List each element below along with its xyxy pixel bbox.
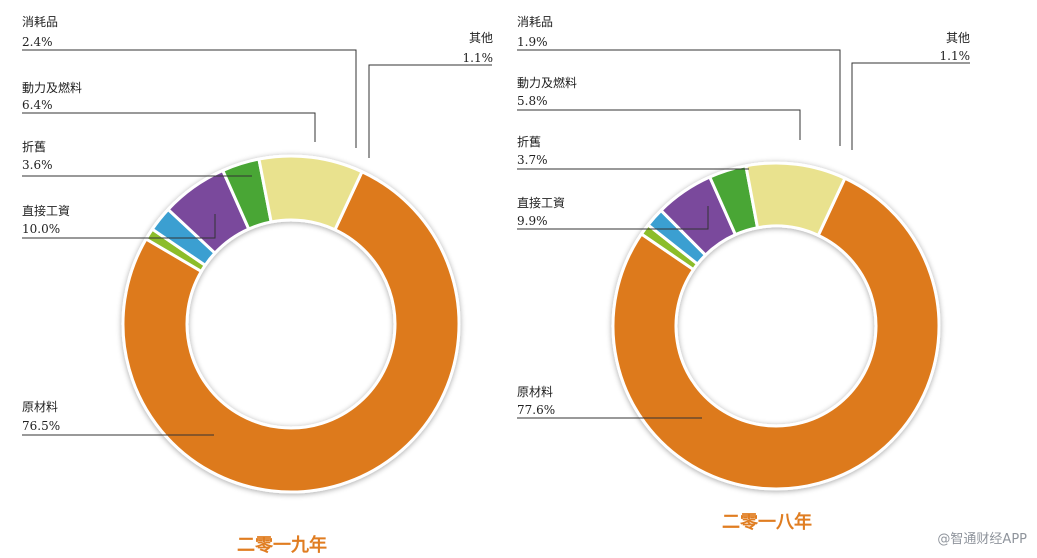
slice-label-value: 1.1% — [463, 51, 494, 65]
slice-label-value: 1.9% — [517, 35, 548, 49]
leader-lines-2019 — [22, 49, 492, 436]
leader-lines-2018 — [517, 49, 970, 419]
leader-line — [22, 49, 357, 148]
donut-slice — [121, 170, 461, 494]
chart-title: 二零一八年 — [722, 511, 812, 533]
slice-label-name: 動力及燃料 — [517, 75, 577, 90]
donut-slices-2019 — [121, 154, 461, 494]
slice-label-name: 動力及燃料 — [22, 80, 82, 95]
leader-line — [22, 112, 316, 142]
chart-title: 二零一九年 — [237, 534, 327, 556]
leader-line — [517, 109, 801, 140]
slice-label-value: 77.6% — [517, 403, 555, 417]
slice-label-value: 10.0% — [22, 222, 60, 236]
leader-line — [517, 206, 709, 230]
donut-slice — [257, 154, 364, 232]
slice-label-value: 76.5% — [22, 419, 60, 433]
slice-label-name: 折舊 — [517, 134, 541, 149]
donut-slices-2018 — [611, 161, 941, 491]
slice-label-name: 原材料 — [517, 385, 553, 399]
leader-line — [368, 64, 492, 158]
slice-label-name: 直接工資 — [22, 203, 70, 218]
donut-slice — [611, 176, 941, 491]
slice-label-value: 5.8% — [517, 94, 548, 108]
slice-label-name: 消耗品 — [22, 15, 58, 29]
leader-line — [851, 62, 970, 150]
slice-label-name: 直接工資 — [517, 195, 565, 210]
slice-label-value: 9.9% — [517, 214, 548, 228]
leader-line — [517, 49, 841, 146]
leader-line — [22, 214, 216, 239]
slice-label-name: 其他 — [946, 31, 970, 45]
donut-chart-2018: 消耗品 1.9% 動力及燃料 5.8% 折舊 3.7% 直接工資 9.9% 原材… — [517, 15, 970, 533]
slice-label-name: 折舊 — [22, 139, 46, 154]
donut-slice — [744, 161, 847, 237]
donut-chart-2019: 消耗品 2.4% 動力及燃料 6.4% 折舊 3.6% 直接工資 10.0% 原… — [22, 15, 493, 556]
slice-label-value: 1.1% — [940, 49, 971, 63]
slice-label-value: 3.6% — [22, 158, 53, 172]
slice-label-value: 3.7% — [517, 153, 548, 167]
slice-label-value: 2.4% — [22, 35, 53, 49]
slice-label-name: 其他 — [469, 31, 493, 45]
watermark: @智通财经APP — [937, 532, 1027, 547]
slice-label-name: 消耗品 — [517, 15, 553, 29]
slice-label-value: 6.4% — [22, 98, 53, 112]
slice-label-name: 原材料 — [22, 400, 58, 414]
